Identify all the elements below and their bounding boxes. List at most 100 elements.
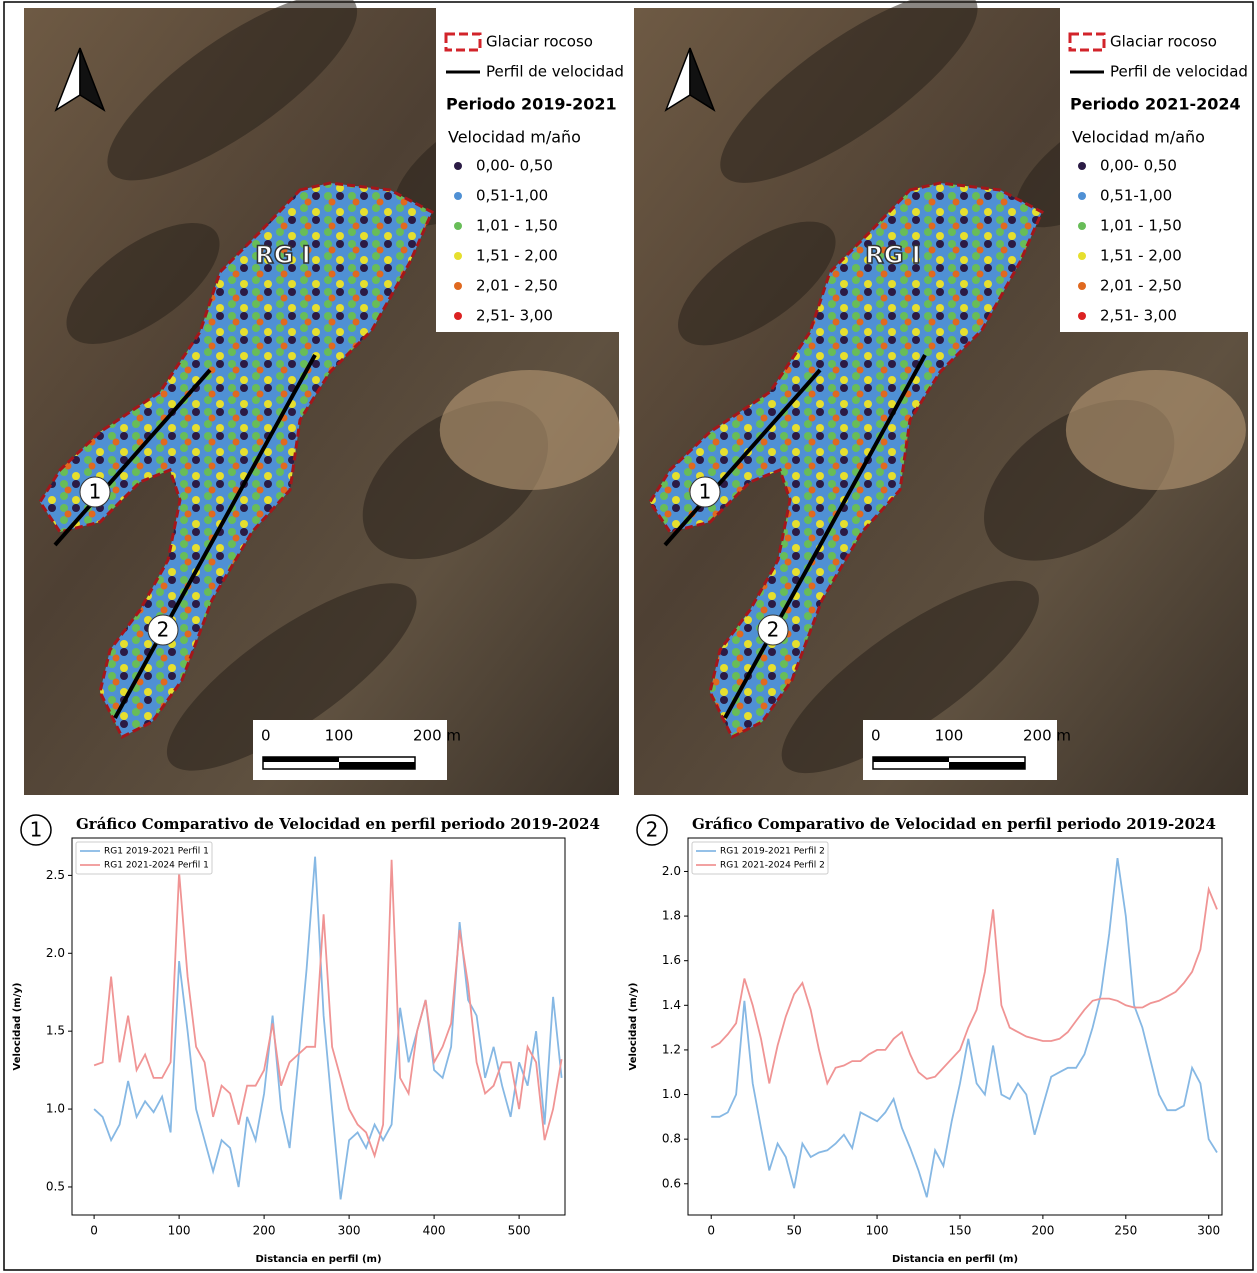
legend-label: RG1 2019-2021 Perfil 2 — [720, 847, 825, 857]
legend-dot — [454, 222, 462, 230]
scale-bar — [263, 757, 339, 762]
profile-label: 2 — [767, 618, 780, 642]
legend-label: 2,51- 3,00 — [1100, 307, 1177, 325]
x-tick-label: 400 — [423, 1224, 446, 1238]
y-tick-label: 1.2 — [662, 1042, 681, 1056]
legend-label: 0,00- 0,50 — [476, 157, 553, 175]
legend-label: 2,01 - 2,50 — [476, 277, 558, 295]
y-tick-label: 1.0 — [46, 1102, 65, 1116]
x-tick-label: 100 — [168, 1224, 191, 1238]
y-tick-label: 1.6 — [662, 953, 681, 967]
y-tick-label: 1.5 — [46, 1024, 65, 1038]
legend-dot — [454, 282, 462, 290]
legend-label: 0,00- 0,50 — [1100, 157, 1177, 175]
data-line — [93, 856, 563, 1200]
profile-label: 1 — [699, 480, 712, 504]
x-axis-label: Distancia en perfil (m) — [255, 1254, 381, 1265]
profile-line — [663, 368, 822, 547]
x-tick-label: 200 — [1031, 1224, 1054, 1238]
chart-title: Gráfico Comparativo de Velocidad en perf… — [76, 815, 600, 833]
legend-period: Periodo 2019-2021 — [446, 95, 617, 114]
rock-glacier — [38, 181, 434, 740]
ridge — [678, 221, 836, 346]
profile-line — [113, 354, 317, 719]
profile-label: 2 — [157, 618, 170, 642]
y-axis-label: Velocidad (m/y) — [12, 983, 23, 1071]
legend-label: RG1 2019-2021 Perfil 1 — [104, 847, 209, 857]
legend-dot — [454, 162, 462, 170]
y-tick-label: 0.6 — [662, 1176, 681, 1190]
profile-marker — [757, 614, 789, 646]
y-tick-label: 1.8 — [662, 909, 681, 923]
ridge — [781, 580, 1039, 774]
x-tick-label: 0 — [90, 1224, 98, 1238]
ridge — [107, 0, 358, 181]
legend-label: 2,51- 3,00 — [476, 307, 553, 325]
profile-line — [723, 354, 927, 719]
x-tick-label: 250 — [1114, 1224, 1137, 1238]
scale-label: 200 m — [1023, 727, 1071, 745]
ridge — [720, 0, 978, 183]
scale-label: 100 — [935, 727, 964, 745]
legend-dot — [1078, 312, 1086, 320]
profile-line — [53, 368, 212, 547]
legend-label: Perfil de velocidad — [1110, 63, 1248, 81]
legend-title: Velocidad m/año — [1072, 128, 1205, 147]
data-line — [711, 857, 1218, 1198]
y-tick-label: 1.4 — [662, 998, 681, 1012]
scale-bar — [339, 762, 415, 769]
north-arrow — [79, 47, 106, 112]
scale-label: 0 — [871, 727, 881, 745]
legend-box — [691, 841, 829, 875]
legend-label: 1,01 - 1,50 — [476, 217, 558, 235]
scale-label: 200 m — [413, 727, 461, 745]
y-tick-label: 2.5 — [46, 868, 65, 882]
profile-marker — [79, 476, 111, 508]
legend-label: 2,01 - 2,50 — [1100, 277, 1182, 295]
legend-dot — [454, 252, 462, 260]
x-tick-label: 200 — [253, 1224, 276, 1238]
legend-dot — [454, 192, 462, 200]
plot-area — [687, 837, 1223, 1216]
y-tick-label: 0.5 — [46, 1179, 65, 1193]
ridge — [166, 583, 417, 771]
chart-title: Gráfico Comparativo de Velocidad en perf… — [692, 815, 1216, 833]
y-tick-label: 2.0 — [662, 864, 681, 878]
legend-label: 1,51 - 2,00 — [476, 247, 558, 265]
x-tick-label: 150 — [949, 1224, 972, 1238]
panel-label: 1 — [30, 818, 43, 842]
panel-marker — [20, 814, 52, 846]
glacier-label: RG I — [865, 241, 920, 269]
light-slope — [439, 370, 620, 490]
scale-box — [253, 720, 447, 780]
legend-label: Glaciar rocoso — [1110, 33, 1217, 51]
y-tick-label: 2.0 — [46, 946, 65, 960]
x-tick-label: 0 — [707, 1224, 715, 1238]
scale-box — [863, 720, 1057, 780]
legend-label: Glaciar rocoso — [486, 33, 593, 51]
legend-dot — [1078, 192, 1086, 200]
legend-dot — [1078, 282, 1086, 290]
profile-marker — [147, 614, 179, 646]
legend-label: 0,51-1,00 — [1100, 187, 1172, 205]
legend-label: Perfil de velocidad — [486, 63, 624, 81]
legend-period: Periodo 2021-2024 — [1070, 95, 1241, 114]
legend-swatch — [1068, 32, 1106, 52]
legend-label: 0,51-1,00 — [476, 187, 548, 205]
plot-area — [71, 837, 566, 1216]
legend-label: RG1 2021-2024 Perfil 1 — [104, 861, 209, 871]
y-axis-label: Velocidad (m/y) — [628, 983, 639, 1071]
scale-bar — [873, 757, 949, 762]
frame — [3, 1, 1254, 1271]
x-axis-label: Distancia en perfil (m) — [892, 1254, 1018, 1265]
map: 1 2 RG I 0 100 200 m Glaciar rocoso Perfil de v… — [634, 0, 1248, 795]
y-tick-label: 1.0 — [662, 1087, 681, 1101]
map: 1 2 RG I 0 100 200 m Glaciar rocoso Perfil de v… — [24, 0, 624, 795]
data-line — [710, 885, 1218, 1086]
ridge — [66, 222, 220, 344]
data-line — [93, 859, 563, 1159]
north-arrow — [689, 47, 716, 112]
legend-swatch — [444, 32, 482, 52]
legend-label: 1,51 - 2,00 — [1100, 247, 1182, 265]
glacier-label: RG I — [255, 241, 310, 269]
